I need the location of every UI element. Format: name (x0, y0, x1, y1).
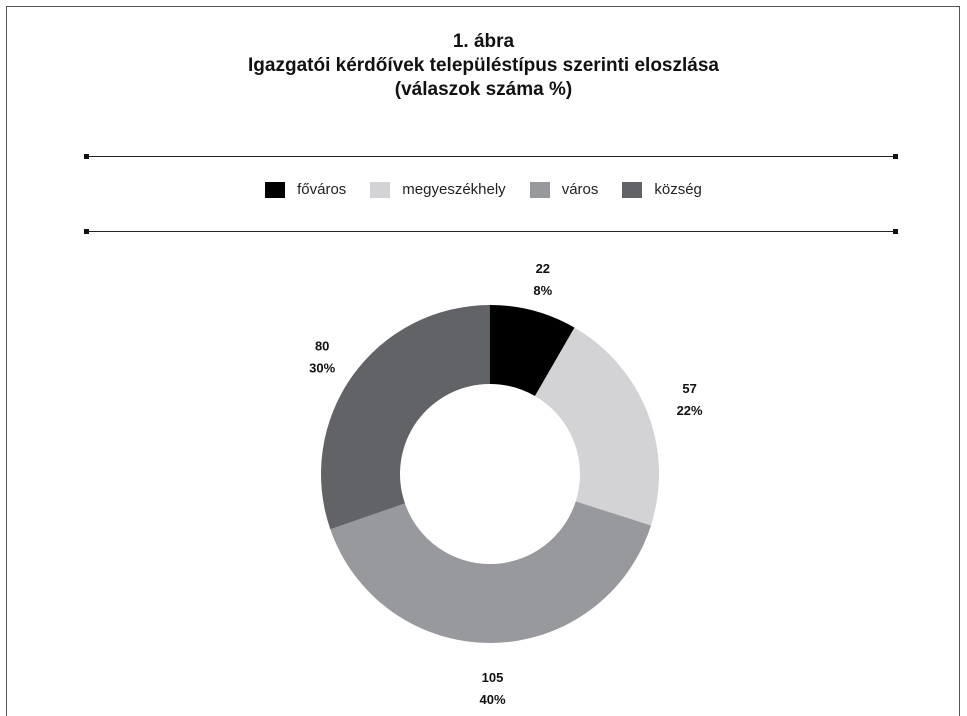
legend-swatch-kozseg (622, 181, 643, 198)
legend-label-fovaros: főváros (297, 181, 347, 198)
legend-swatch-fovaros (265, 181, 286, 198)
legend: főváros megyeszékhely város község (0, 181, 967, 198)
figure-frame (6, 6, 960, 716)
figure-title: Igazgatói kérdőívek településtípus szeri… (248, 55, 719, 76)
legend-item-fovaros: főváros (265, 181, 346, 198)
chart-title: 1. ábra Igazgatói kérdőívek településtíp… (0, 30, 967, 102)
legend-label-kozseg: község (654, 181, 702, 198)
legend-label-megyeszekhely: megyeszékhely (402, 181, 506, 198)
legend-label-varos: város (561, 181, 599, 198)
slice-fovaros (490, 305, 575, 397)
figure-subtitle: (válaszok száma %) (394, 79, 573, 100)
value-label-kozseg: 80 (315, 339, 329, 354)
legend-swatch-megyeszekhely (370, 181, 391, 198)
legend-item-kozseg: község (622, 181, 702, 198)
bottom-divider (84, 229, 898, 234)
percent-label-kozseg: 30% (309, 361, 335, 376)
slice-megyeszekhely (535, 327, 659, 526)
value-label-fovaros: 22 (536, 261, 550, 276)
slice-varos (330, 501, 651, 644)
legend-swatch-varos (529, 181, 550, 198)
slice-kozseg (321, 305, 490, 530)
value-label-megyeszekhely: 57 (682, 381, 696, 396)
figure-number: 1. ábra (452, 31, 515, 52)
legend-item-varos: város (529, 181, 599, 198)
percent-label-fovaros: 8% (533, 283, 552, 298)
top-divider (84, 154, 898, 159)
value-label-varos: 105 (482, 670, 504, 685)
legend-item-megyeszekhely: megyeszékhely (370, 181, 506, 198)
percent-label-varos: 40% (480, 692, 506, 707)
percent-label-megyeszekhely: 22% (677, 403, 703, 418)
